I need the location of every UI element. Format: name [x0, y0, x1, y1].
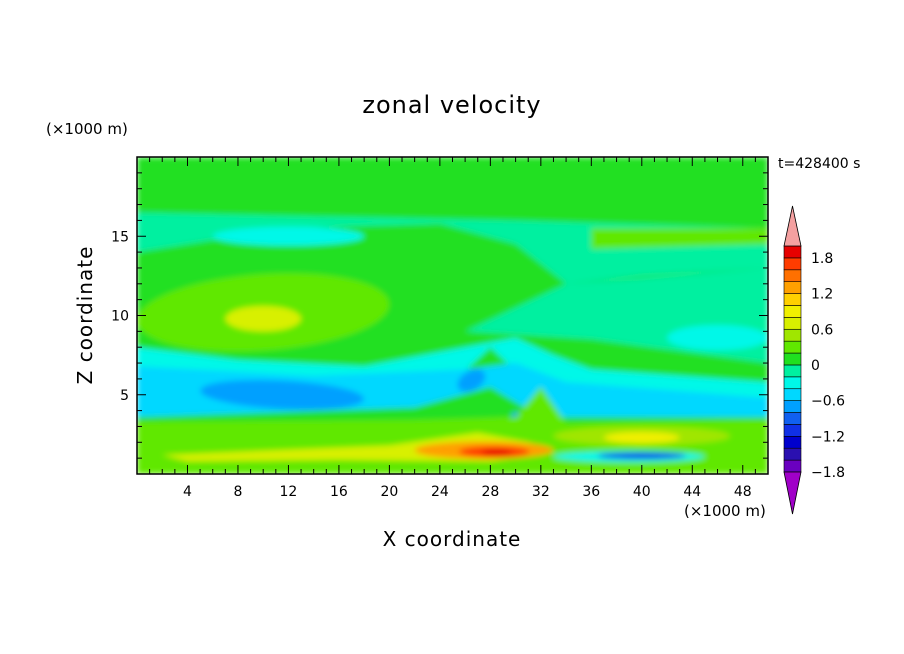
colorbar-bin [783, 340, 802, 354]
colorbar-bin [783, 352, 802, 366]
colorbar-bin [783, 459, 802, 473]
colorbar: 1.8 1.2 0.6 0 −0.6 −1.2 −1.8 [783, 205, 845, 515]
lower-right-yellow-core [603, 431, 680, 444]
colorbar-tick-label: −1.8 [811, 465, 845, 481]
lower-blue-jet [597, 452, 686, 459]
right-cyan-lens [667, 325, 768, 351]
x-tick-label: 12 [280, 484, 298, 500]
time-label: t=428400 s [778, 156, 860, 172]
colorbar-bin [783, 400, 802, 413]
colorbar-bin [783, 293, 802, 306]
y-unit-label: (×1000 m) [46, 120, 128, 138]
x-tick-label: 4 [183, 484, 192, 500]
upper-green-band [137, 157, 768, 237]
colorbar-bin [783, 281, 802, 294]
y-axis: 5 10 15 [111, 172, 768, 459]
x-axis-label: X coordinate [383, 527, 522, 551]
colorbar-tick-label: 0 [811, 358, 820, 374]
colorbar-bin [783, 317, 802, 330]
colorbar-tick-label: 1.8 [811, 251, 833, 267]
upper-right-green [591, 228, 768, 249]
mid-blue-lens [200, 379, 365, 410]
x-tick-label: 32 [532, 484, 550, 500]
x-tick-label: 40 [633, 484, 651, 500]
colorbar-bin [783, 257, 802, 271]
colorbar-bin [783, 305, 802, 318]
x-tick-label: 28 [481, 484, 499, 500]
colorbar-bin [783, 447, 802, 461]
x-unit-label: (×1000 m) [684, 502, 766, 520]
colorbar-bin [783, 328, 802, 342]
x-tick-label: 36 [582, 484, 600, 500]
x-axis: 4 8 12 16 20 24 28 32 36 40 44 48 [149, 157, 756, 500]
x-tick-label: 16 [330, 484, 348, 500]
x-tick-label: 8 [233, 484, 242, 500]
x-tick-label: 24 [431, 484, 449, 500]
colorbar-bin [783, 269, 802, 282]
heatmap-field [137, 157, 768, 474]
colorbar-bin [783, 436, 802, 449]
colorbar-bin [783, 388, 802, 401]
y-axis-label: Z coordinate [73, 246, 97, 385]
colorbar-bottom-arrow [783, 471, 802, 515]
y-tick-label: 15 [111, 229, 129, 245]
upper-yellow-lens [225, 305, 302, 332]
colorbar-tick-label: 0.6 [811, 322, 833, 338]
colorbar-tick-label: −0.6 [811, 394, 845, 410]
upper-cyan-lens [212, 226, 365, 246]
chart-title: zonal velocity [362, 91, 541, 119]
colorbar-bin [783, 412, 802, 425]
mid-blue-spot-a [457, 369, 486, 392]
colorbar-bin [783, 245, 802, 259]
y-tick-label: 5 [120, 388, 129, 404]
colorbar-tick-label: −1.2 [811, 429, 845, 445]
colorbar-bin [783, 424, 802, 437]
y-tick-label: 10 [111, 309, 129, 325]
x-tick-label: 20 [380, 484, 398, 500]
colorbar-tick-label: 1.2 [811, 287, 833, 303]
colorbar-bin [783, 364, 802, 378]
colorbar-bin [783, 376, 802, 390]
jet-core-max [481, 449, 512, 456]
colorbar-top-arrow [783, 205, 802, 247]
x-tick-label: 48 [734, 484, 752, 500]
x-tick-label: 44 [683, 484, 701, 500]
